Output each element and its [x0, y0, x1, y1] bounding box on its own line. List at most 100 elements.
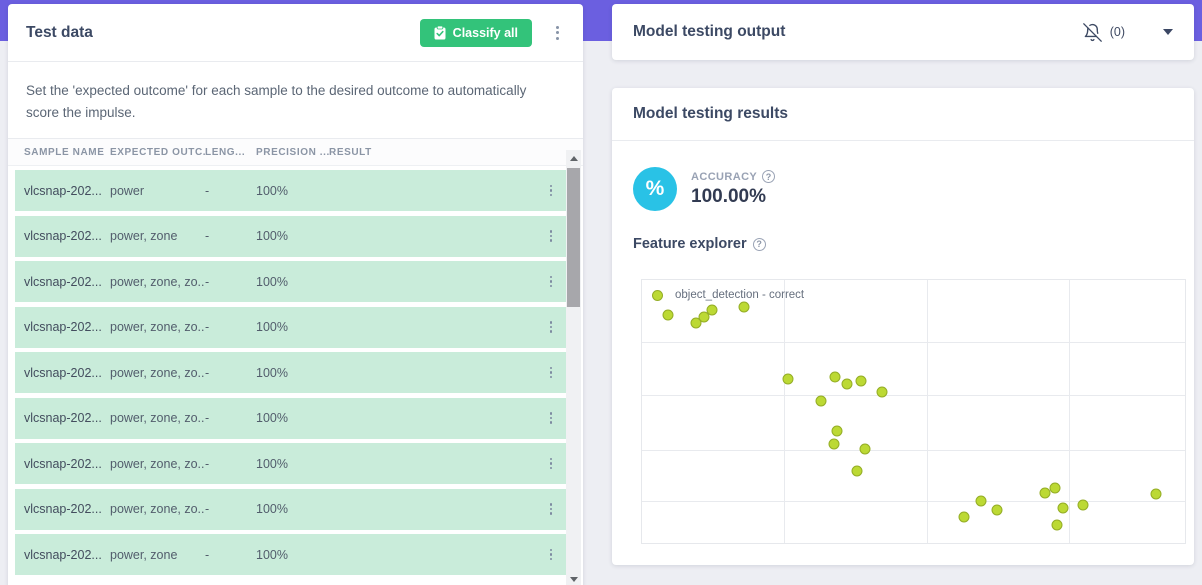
data-point[interactable] — [1077, 499, 1089, 511]
vertical-gridline — [926, 280, 928, 543]
row-menu-button[interactable] — [536, 548, 566, 561]
table-row[interactable]: vlcsnap-202... power, zone, zo... - 100% — [15, 443, 566, 484]
cell-sample: vlcsnap-202... — [24, 411, 102, 425]
data-point[interactable] — [1051, 519, 1063, 531]
row-menu-button[interactable] — [536, 366, 566, 379]
cell-exp: power, zone, zo... — [110, 411, 205, 425]
table-header-row: SAMPLE NAME EXPECTED OUTC... LENG... PRECIS… — [8, 138, 583, 166]
cell-len: - — [205, 502, 210, 516]
data-point[interactable] — [859, 443, 871, 455]
accuracy-value: 100.00% — [691, 186, 767, 207]
test-data-description: Set the 'expected outcome' for each samp… — [26, 83, 527, 120]
cell-sample: vlcsnap-202... — [24, 183, 102, 198]
model-testing-output-panel: Model testing output (0) — [612, 4, 1194, 60]
table-row[interactable]: vlcsnap-202... power - 100% — [15, 170, 566, 211]
table-body: vlcsnap-202... power - 100% vlcsnap-202... po… — [8, 166, 583, 575]
table-row[interactable]: vlcsnap-202... power, zone - 100% — [15, 215, 566, 257]
feature-explorer-help-icon[interactable]: ? — [752, 237, 766, 251]
chevron-down-icon[interactable] — [1163, 29, 1173, 35]
data-point[interactable] — [706, 304, 717, 316]
data-point[interactable] — [662, 309, 674, 321]
cell-prec: 100% — [256, 456, 288, 471]
row-menu-button[interactable] — [536, 230, 566, 242]
legend-entry: object_detection - correct — [652, 289, 804, 301]
accuracy-text: ACCURACY ? 100.00% — [691, 170, 776, 208]
test-data-header: Test data Classify all — [8, 4, 583, 62]
table-row[interactable]: vlcsnap-202... power, zone, zo... - 100% — [15, 397, 566, 439]
data-point[interactable] — [1049, 482, 1061, 494]
row-menu-button[interactable] — [536, 321, 566, 333]
cell-len: - — [205, 456, 210, 471]
data-point[interactable] — [698, 311, 710, 323]
cell-len: - — [205, 411, 210, 425]
percent-icon: % — [633, 167, 677, 211]
data-point[interactable] — [975, 495, 987, 507]
data-point[interactable] — [991, 504, 1003, 516]
column-header: EXPECTED OUTC... — [110, 146, 205, 158]
data-point[interactable] — [1039, 487, 1051, 499]
cell-sample: vlcsnap-202... — [24, 502, 102, 516]
cell-exp: power, zone, zo... — [110, 502, 205, 516]
data-point[interactable] — [1057, 502, 1069, 514]
cell-len: - — [205, 274, 210, 289]
row-menu-button[interactable] — [536, 457, 566, 470]
cell-prec: 100% — [256, 547, 288, 562]
data-point[interactable] — [841, 378, 853, 390]
horizontal-gridline — [642, 449, 1185, 451]
row-menu-button[interactable] — [536, 184, 566, 197]
horizontal-gridline — [642, 501, 1185, 503]
table-row[interactable]: vlcsnap-202... power, zone, zo... - 100% — [15, 306, 566, 348]
cell-exp: power, zone, zo... — [110, 456, 205, 471]
data-point[interactable] — [876, 386, 888, 398]
classify-all-button[interactable]: Classify all — [419, 18, 532, 47]
legend-label: object_detection - correct — [675, 289, 805, 301]
data-point[interactable] — [828, 438, 840, 450]
column-header: RESULT — [329, 146, 372, 158]
feature-explorer-label: Feature explorer — [633, 236, 747, 252]
data-point[interactable] — [815, 395, 827, 407]
panel-menu-button[interactable] — [550, 22, 565, 44]
data-point[interactable] — [690, 317, 702, 329]
table-row[interactable]: vlcsnap-202... power, zone, zo... - 100% — [15, 488, 566, 530]
data-point[interactable] — [831, 425, 843, 437]
cell-prec: 100% — [256, 320, 288, 334]
accuracy-help-icon[interactable]: ? — [762, 170, 776, 183]
vertical-gridline — [783, 280, 785, 543]
column-header: PRECISION ... — [256, 146, 329, 158]
table-scrollbar[interactable] — [566, 150, 581, 585]
cell-exp: power, zone — [110, 229, 178, 243]
data-point[interactable] — [958, 511, 970, 523]
output-header-controls: (0) — [1082, 22, 1173, 42]
table-row[interactable]: vlcsnap-202... power, zone, zo... - 100% — [15, 352, 566, 393]
cell-exp: power, zone, zo... — [110, 365, 205, 380]
data-point[interactable] — [829, 371, 841, 383]
data-point[interactable] — [851, 465, 863, 477]
cell-prec: 100% — [256, 365, 288, 380]
results-title: Model testing results — [633, 105, 789, 122]
cell-exp: power, zone, zo... — [110, 274, 205, 289]
cell-len: - — [205, 229, 210, 243]
bell-slash-icon[interactable] — [1082, 22, 1102, 42]
row-menu-button[interactable] — [536, 275, 566, 288]
data-point[interactable] — [855, 375, 867, 387]
row-menu-button[interactable] — [536, 412, 566, 424]
scroll-up-arrow[interactable] — [566, 150, 581, 166]
feature-explorer-chart[interactable]: object_detection - correct — [641, 279, 1186, 544]
notification-count: (0) — [1109, 25, 1125, 39]
cell-sample: vlcsnap-202... — [24, 274, 102, 289]
row-menu-button[interactable] — [536, 503, 566, 515]
table-row[interactable]: vlcsnap-202... power, zone - 100% — [15, 534, 566, 575]
column-header: SAMPLE NAME — [24, 146, 105, 158]
results-header: Model testing results — [612, 88, 1194, 141]
data-point[interactable] — [738, 301, 750, 313]
scrollbar-thumb[interactable] — [567, 168, 580, 307]
accuracy-label: ACCURACY — [691, 170, 758, 183]
samples-table: SAMPLE NAME EXPECTED OUTC... LENG... PRECIS… — [8, 138, 583, 575]
scroll-down-arrow[interactable] — [566, 571, 581, 585]
data-point[interactable] — [1150, 488, 1162, 500]
table-row[interactable]: vlcsnap-202... power, zone, zo... - 100% — [15, 261, 566, 302]
test-data-panel: Test data Classify all Set the 'expected… — [8, 4, 583, 585]
test-data-title: Test data — [26, 23, 93, 41]
data-point[interactable] — [782, 373, 794, 385]
column-header: LENG... — [205, 146, 246, 158]
